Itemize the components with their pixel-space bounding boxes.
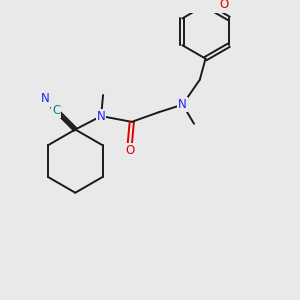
- Text: O: O: [125, 144, 134, 157]
- Text: O: O: [219, 0, 228, 11]
- Text: N: N: [41, 92, 50, 105]
- Text: N: N: [178, 98, 187, 111]
- Text: C: C: [52, 104, 60, 117]
- Text: N: N: [97, 110, 106, 123]
